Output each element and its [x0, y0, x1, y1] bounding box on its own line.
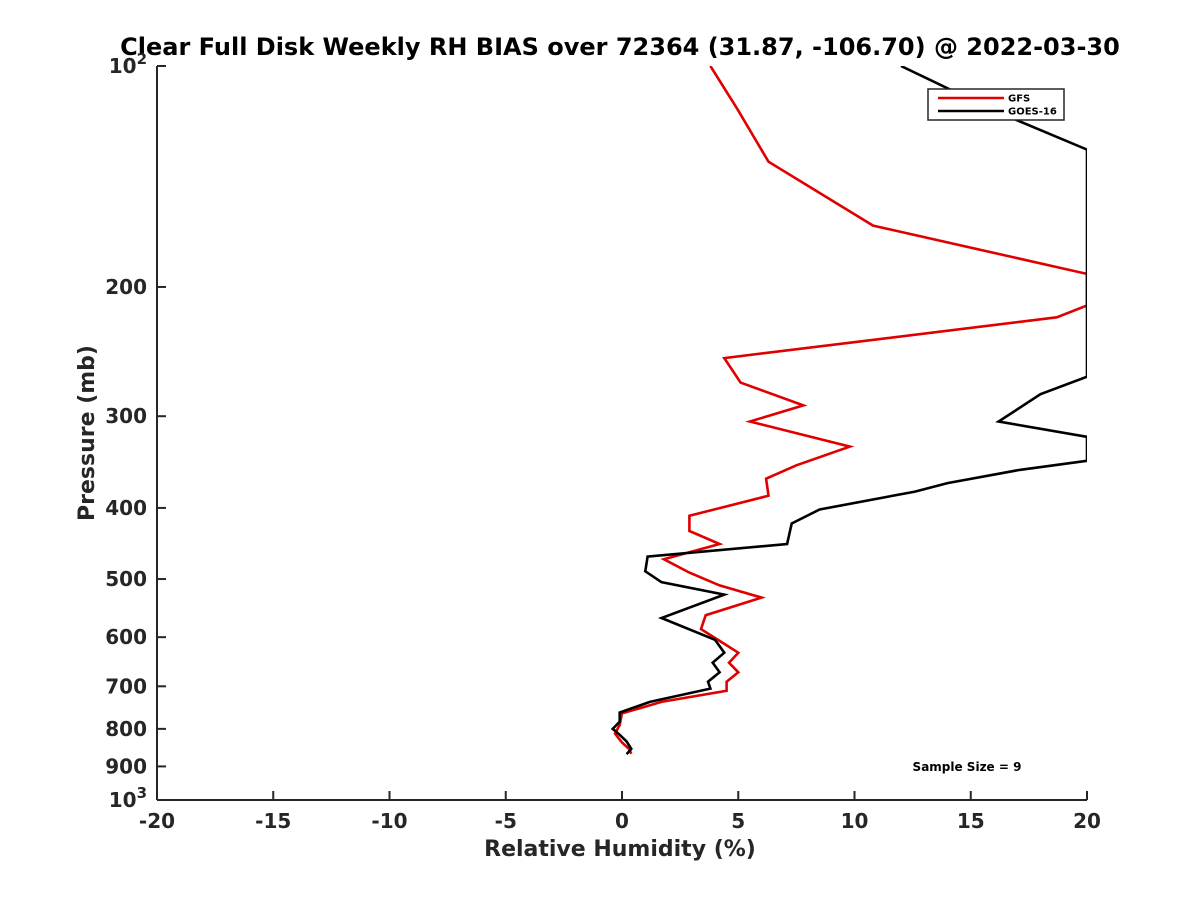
y-tick-label: 900 — [105, 754, 147, 778]
y-tick-label: 300 — [105, 404, 147, 428]
x-tick-label: -20 — [139, 809, 175, 833]
x-tick-label: 5 — [731, 809, 745, 833]
legend: GFS GOES-16 — [927, 88, 1065, 121]
x-tick-label: 0 — [615, 809, 629, 833]
x-axis-label: Relative Humidity (%) — [484, 837, 756, 862]
y-tick-label: 500 — [105, 567, 147, 591]
x-tick-label: 20 — [1073, 809, 1101, 833]
y-tick-label: 102 — [109, 50, 147, 78]
y-tick-label: 400 — [105, 496, 147, 520]
y-tick-label: 600 — [105, 625, 147, 649]
x-tick-label: -5 — [495, 809, 517, 833]
x-tick-label: -10 — [371, 809, 407, 833]
chart-title: Clear Full Disk Weekly RH BIAS over 7236… — [120, 33, 1120, 61]
y-axis-label: Pressure (mb) — [75, 345, 100, 521]
y-tick-label: 200 — [105, 275, 147, 299]
plot-area — [610, 66, 1087, 755]
sample-size-annotation: Sample Size = 9 — [913, 760, 1022, 774]
x-tick-label: -15 — [255, 809, 291, 833]
y-tick-label-base: 10 — [109, 54, 137, 78]
series-line-goes-16 — [610, 66, 1087, 755]
y-tick-label-exponent: 3 — [137, 784, 147, 802]
y-tick-label: 103 — [109, 784, 147, 812]
y-tick-label-exponent: 2 — [137, 50, 147, 68]
legend-label-goes-16: GOES-16 — [1008, 107, 1057, 118]
y-tick-label: 800 — [105, 717, 147, 741]
series-line-gfs — [613, 66, 1087, 755]
x-tick-label: 15 — [957, 809, 985, 833]
y-tick-label: 700 — [105, 674, 147, 698]
y-tick-label-base: 10 — [109, 788, 137, 812]
x-tick-label: 10 — [841, 809, 869, 833]
legend-box — [927, 88, 1065, 121]
axes: -20 -15 -10 -5 0 5 10 15 20102200300400500600700… — [105, 50, 1101, 833]
legend-label-gfs: GFS — [1008, 94, 1030, 105]
